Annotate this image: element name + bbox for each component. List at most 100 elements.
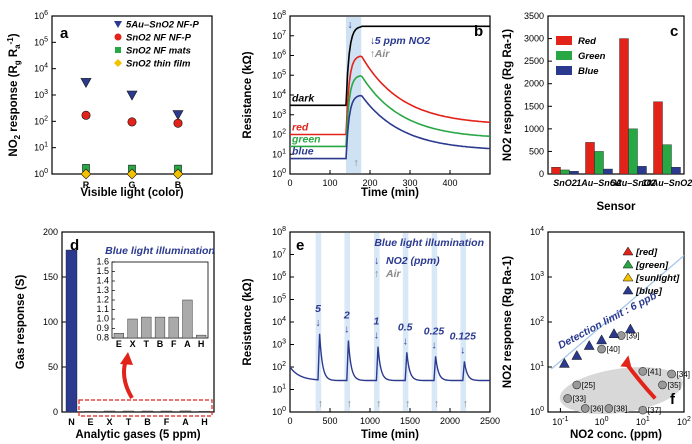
panel-f-ytick-label: 103 <box>530 271 544 282</box>
panel-d-inset-title: Blue light illumination <box>105 245 215 257</box>
panel-e-conc-label: 1 <box>373 316 379 328</box>
panel-f-xtick-label: 100 <box>595 416 609 427</box>
panel-f-legend-marker <box>622 259 634 269</box>
panel-e-gas-arrow: ↓ <box>403 335 408 347</box>
panel-f-legend-label: [green] <box>635 260 669 271</box>
panel-f-ytick-label: 102 <box>530 316 544 327</box>
panel-b-ytick-label: 106 <box>272 50 286 61</box>
panel-d-bar-f <box>160 410 173 413</box>
panel-d-inset-xtick-label: B <box>157 339 164 349</box>
panel-f-label: f <box>670 391 676 408</box>
panel-c-xtick-label: SnO2 <box>553 178 577 188</box>
panel-d-inset-ytick-label: 1.2 <box>96 295 109 305</box>
panel-a-point-1 <box>127 117 137 127</box>
panel-a-ylabel: NO2 response (Rg Ra-1) <box>6 33 22 156</box>
panel-b-series-blue <box>290 94 490 160</box>
panel-c-ytick-label: 2000 <box>524 79 544 89</box>
panel-f-xtick-label: 101 <box>636 416 650 427</box>
panel-c-ytick-label: 3500 <box>524 11 544 21</box>
panel-c-ytick-label: 1000 <box>524 124 544 134</box>
panel-d-zoom-arrow <box>122 359 134 400</box>
panel-e-ytick-label: 107 <box>272 249 286 260</box>
panel-b-ylabel: Resistance (kΩ) <box>242 51 254 138</box>
panel-a-legend-label: SnO2 thin film <box>126 59 191 70</box>
panel-b-xtick-label: 300 <box>402 178 417 188</box>
panel-d-highlight-box <box>78 399 213 417</box>
panel-a-legend-marker <box>114 33 122 41</box>
panel-d-inset-bar-b <box>154 316 166 339</box>
panel-b-series-red <box>290 55 491 136</box>
panel-e-gas-band <box>431 233 438 411</box>
panel-f-ref-point <box>580 404 590 413</box>
panel-c-legend-label: Red <box>578 36 596 47</box>
panel-e-conc-label: 5 <box>315 303 321 315</box>
panel-e-air-arrow: ↑ <box>376 398 381 410</box>
panel-e-gas-arrow: ↓ <box>344 324 349 336</box>
panel-d-inset-xtick-label: X <box>130 339 136 349</box>
panel-b-legend-air: Air <box>374 48 391 60</box>
panel-f-ref-label: [35] <box>667 381 680 390</box>
panel-a-ytick-label: 105 <box>34 36 48 47</box>
panel-a-label: a <box>60 25 69 42</box>
panel-f-ref-label: [25] <box>582 381 595 390</box>
panel-f-this-work-point <box>558 357 570 368</box>
panel-c-legend-label: Green <box>578 51 606 62</box>
panel-d-ytick-label: 200 <box>43 227 58 237</box>
panel-d-xlabel: Analytic gases (5 ppm) <box>75 429 200 441</box>
panel-f-arrowhead <box>620 355 632 368</box>
panel-f-legend-marker <box>622 246 634 256</box>
panel-a-legend-marker <box>114 59 122 67</box>
panel-c-ytick-label: 3000 <box>524 34 544 44</box>
panel-e-legend-gas-arrow: ↓ <box>374 255 379 267</box>
panel-d-xtick-label: A <box>182 417 189 427</box>
panel-d-inset-xtick-label: E <box>116 339 122 349</box>
panel-a-point-3 <box>126 168 138 180</box>
panel-e-ytick-label: 100 <box>272 406 286 417</box>
panel-b-xtick-label: 200 <box>362 178 377 188</box>
panel-c-bar-red <box>619 38 629 175</box>
panel-d-inset-ytick-label: 1.4 <box>96 276 109 286</box>
panel-a-ytick-label: 101 <box>34 142 48 153</box>
panel-f-ylabel: NO2 response (Rg Ra-1) <box>502 256 514 388</box>
panel-e-conc-label: 2 <box>343 310 350 322</box>
panel-c-legend-label: Blue <box>578 66 599 77</box>
panel-c-bar-blue <box>603 168 613 175</box>
panel-d-zoom-arrowhead <box>120 352 133 365</box>
panel-b-xlabel: Time (min) <box>361 187 419 199</box>
panel-f-ref-point <box>572 380 582 390</box>
panel-d-inset-ytick-label: 1.1 <box>96 304 109 314</box>
panel-e-title: Blue light illumination <box>374 237 484 249</box>
panel-a-point-0 <box>126 90 138 101</box>
panel-e-xtick-label: 2500 <box>480 416 500 426</box>
panel-c-bar-green <box>628 128 638 175</box>
panel-a-legend-label: 5Au–SnO2 NF-P <box>126 20 200 31</box>
panel-e-ytick-label: 106 <box>272 271 286 282</box>
panel-e-gas-band <box>315 233 322 411</box>
panel-e-gas-arrow: ↓ <box>431 339 436 351</box>
panel-d-xtick-label: H <box>201 417 208 427</box>
panel-f-xlabel: NO2 conc. (ppm) <box>570 429 662 441</box>
panel-e-gas-arrow: ↓ <box>374 330 379 342</box>
panel-c: 0 500 1000 1500 2000 2500 3000 3500 SnO2 1Au–SnO2… <box>502 11 692 213</box>
panel-f-ref-label: [38] <box>614 404 627 413</box>
panel-e-air-arrow: ↑ <box>347 398 352 410</box>
panel-a-ytick-label: 106 <box>34 10 48 21</box>
panel-e-xtick-label: 1000 <box>360 416 380 426</box>
panel-f-ref-label: [37] <box>648 406 661 415</box>
panel-a-legend-label: SnO2 NF NF-P <box>126 33 192 44</box>
panel-b-ytick-label: 103 <box>272 109 286 120</box>
panel-f-ref-point <box>597 344 606 354</box>
panel-e: 100 101 102 103 104 105 106 107 108 0 500 1000 1500 2… <box>242 226 500 441</box>
panel-f-ref-point <box>658 380 667 390</box>
panel-b-series-label: green <box>291 133 321 145</box>
panel-b-air-arrow: ↑ <box>353 157 358 169</box>
panel-d-ytick-label: 0 <box>53 407 58 417</box>
panel-f-legend-marker <box>622 272 634 282</box>
panel-a-legend-marker <box>114 21 122 28</box>
panel-a-ytick-label: 104 <box>34 63 48 74</box>
panel-f-ytick-label: 101 <box>530 361 544 372</box>
panel-c-frame <box>547 15 685 175</box>
panel-d-xtick-label: E <box>87 417 93 427</box>
panel-c-ylabel: NO2 response (Rg Ra-1) <box>502 29 514 161</box>
